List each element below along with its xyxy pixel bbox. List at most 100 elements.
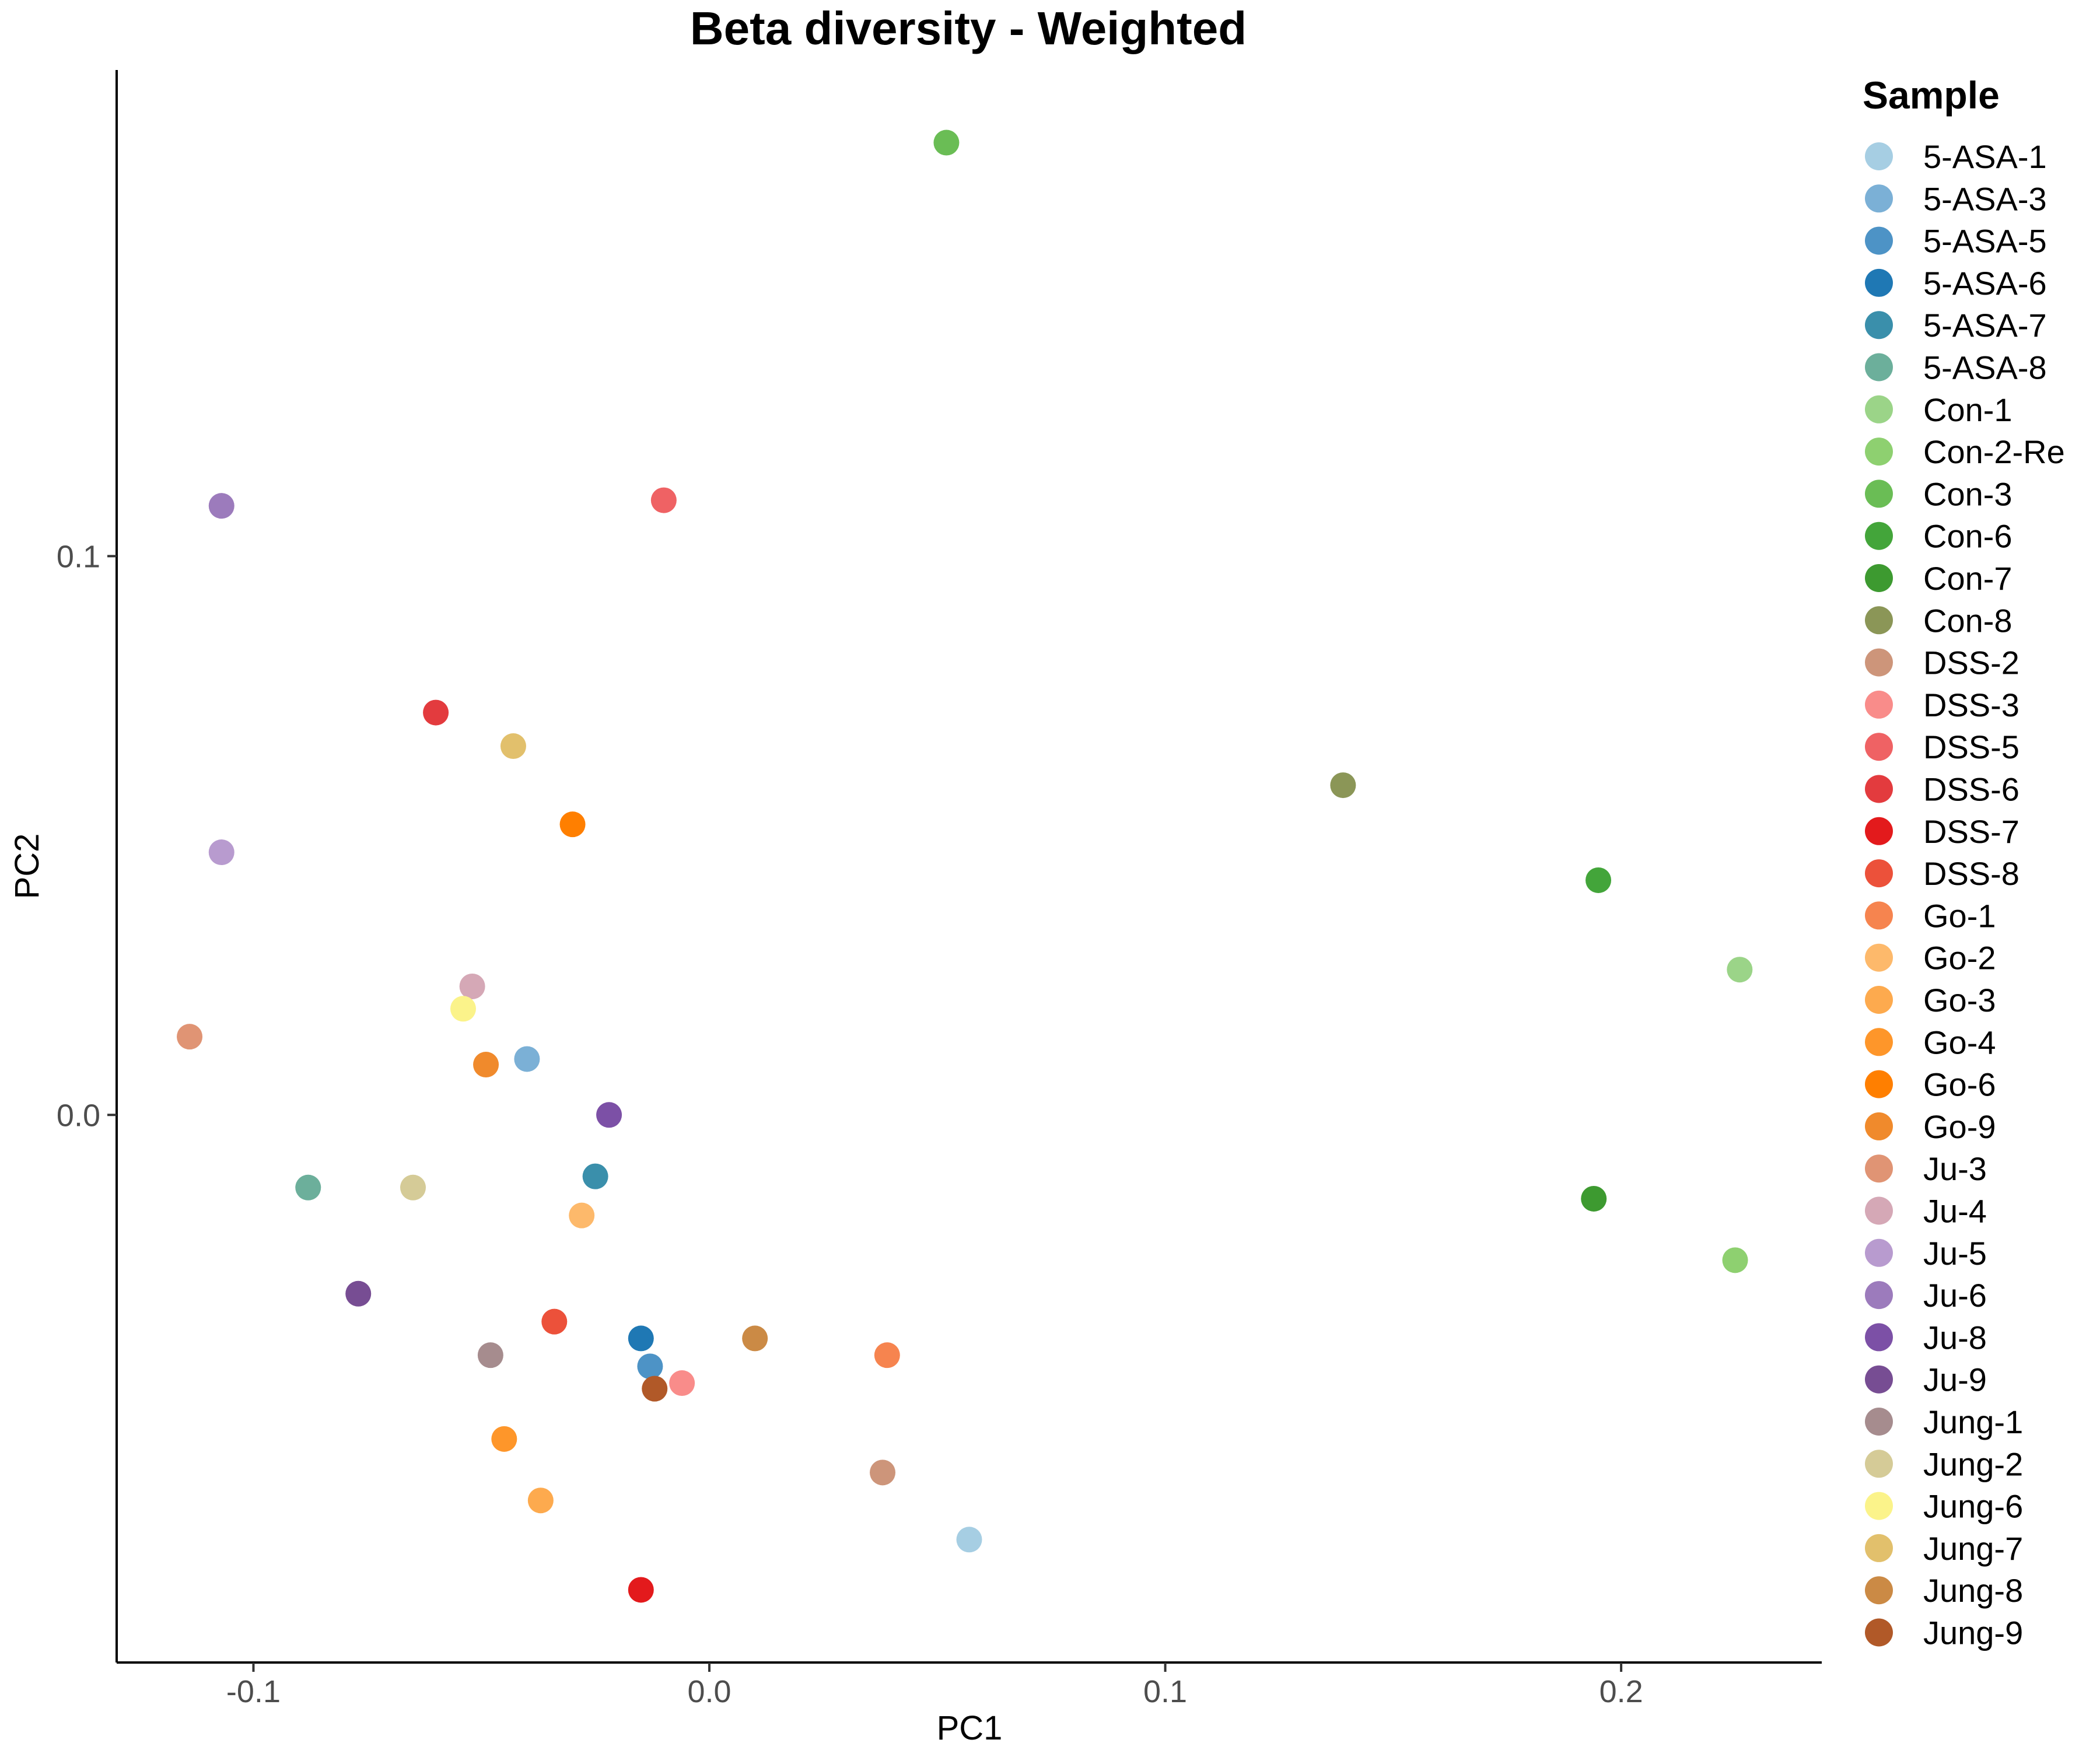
legend-item: DSS-6	[1865, 771, 2020, 808]
legend-item: Jung-8	[1865, 1572, 2023, 1609]
data-point-jung-9	[642, 1376, 668, 1402]
legend-key-go-3	[1865, 986, 1893, 1014]
data-point-con-7	[1581, 1185, 1607, 1212]
legend-label: Go-4	[1923, 1024, 1996, 1060]
legend-key-con-3	[1865, 480, 1893, 508]
legend-item: 5-ASA-6	[1865, 265, 2047, 302]
chart-title: Beta diversity - Weighted	[690, 2, 1247, 54]
legend-key-5-asa-7	[1865, 311, 1893, 340]
legend-label: Go-3	[1923, 982, 1996, 1019]
legend-key-ju-6	[1865, 1281, 1893, 1310]
x-tick-label-0: -0.1	[226, 1674, 281, 1709]
plot-panel: -0.1 0.0 0.1 0.2 0.0 0.1	[57, 70, 1822, 1709]
data-point-5-asa-8	[295, 1174, 321, 1200]
legend-item: Go-4	[1865, 1024, 1996, 1060]
legend-item: DSS-3	[1865, 687, 2020, 723]
legend-item: Con-6	[1865, 518, 2013, 555]
legend-key-con-2-re	[1865, 438, 1893, 466]
y-axis-ticks: 0.0 0.1	[57, 539, 117, 1133]
legend-label: Go-1	[1923, 897, 1996, 934]
legend-title: Sample	[1863, 74, 2000, 117]
legend-label: Ju-3	[1923, 1150, 1987, 1187]
legend-item: Ju-8	[1865, 1319, 1987, 1356]
y-tick-label-0: 0.0	[57, 1098, 100, 1133]
legend-label: 5-ASA-5	[1923, 223, 2047, 260]
legend-item: Jung-6	[1865, 1488, 2023, 1525]
legend-key-con-8	[1865, 606, 1893, 635]
legend-key-con-7	[1865, 564, 1893, 592]
legend-label: Ju-6	[1923, 1277, 1987, 1314]
legend-label: Go-9	[1923, 1108, 1996, 1145]
legend-key-jung-6	[1865, 1492, 1893, 1520]
legend-item: Go-3	[1865, 982, 1996, 1019]
data-point-ju-3	[177, 1024, 203, 1050]
legend-label: Jung-8	[1923, 1572, 2023, 1609]
legend-label: Con-8	[1923, 602, 2013, 639]
legend-item: Con-8	[1865, 602, 2013, 639]
legend-item: 5-ASA-3	[1865, 180, 2047, 217]
legend-key-5-asa-1	[1865, 142, 1893, 170]
legend-key-dss-6	[1865, 775, 1893, 803]
legend-label: Con-2-Re	[1923, 433, 2065, 470]
x-tick-label-3: 0.2	[1600, 1674, 1643, 1709]
legend-key-ju-4	[1865, 1196, 1893, 1225]
legend-key-jung-7	[1865, 1534, 1893, 1562]
legend-key-ju-8	[1865, 1323, 1893, 1352]
legend-label: Go-6	[1923, 1066, 1996, 1103]
legend-item: Jung-9	[1865, 1615, 2023, 1651]
legend-key-jung-2	[1865, 1450, 1893, 1478]
y-axis-title: PC2	[8, 834, 46, 900]
data-point-con-8	[1330, 772, 1356, 799]
legend-label: 5-ASA-7	[1923, 307, 2047, 344]
legend-key-go-6	[1865, 1070, 1893, 1098]
legend-key-ju-5	[1865, 1238, 1893, 1267]
data-point-go-1	[874, 1342, 900, 1368]
legend-item: DSS-8	[1865, 855, 2020, 892]
legend-item: Con-7	[1865, 560, 2013, 597]
x-tick-label-2: 0.1	[1143, 1674, 1187, 1709]
legend-label: Con-3	[1923, 475, 2013, 512]
legend-key-jung-1	[1865, 1408, 1893, 1436]
data-point-5-asa-5	[637, 1353, 663, 1380]
data-point-con-2-re	[1722, 1247, 1748, 1273]
data-point-jung-8	[742, 1325, 768, 1352]
legend-item: Ju-5	[1865, 1235, 1987, 1272]
legend-label: DSS-8	[1923, 855, 2020, 892]
data-point-jung-6	[450, 996, 476, 1022]
data-point-ju-9	[345, 1280, 372, 1307]
legend-key-5-asa-3	[1865, 184, 1893, 213]
data-point-go-3	[527, 1488, 554, 1514]
legend-label: DSS-6	[1923, 771, 2020, 808]
legend: Sample 5-ASA-1 5-ASA-3 5-ASA-5 5-ASA-6 5-ASA…	[1863, 74, 2065, 1651]
data-point-con-3	[933, 130, 960, 156]
data-point-dss-8	[541, 1308, 568, 1335]
legend-key-jung-9	[1865, 1618, 1893, 1647]
legend-item: DSS-7	[1865, 813, 2020, 850]
legend-key-con-6	[1865, 522, 1893, 550]
legend-item: Jung-7	[1865, 1530, 2023, 1567]
legend-label: DSS-3	[1923, 687, 2020, 723]
legend-item: Ju-3	[1865, 1150, 1987, 1187]
legend-key-ju-9	[1865, 1365, 1893, 1394]
data-points	[177, 130, 1753, 1603]
legend-item: Ju-9	[1865, 1362, 1987, 1398]
legend-item: 5-ASA-1	[1865, 138, 2047, 175]
legend-label: Jung-7	[1923, 1530, 2023, 1567]
data-point-jung-2	[400, 1174, 426, 1200]
legend-key-dss-2	[1865, 648, 1893, 677]
legend-label: Jung-6	[1923, 1488, 2023, 1525]
legend-label: Ju-8	[1923, 1319, 1987, 1356]
legend-key-go-2	[1865, 943, 1893, 972]
legend-label: Jung-9	[1923, 1615, 2023, 1651]
legend-item: Ju-4	[1865, 1193, 1987, 1230]
data-point-go-4	[491, 1426, 517, 1452]
legend-key-5-asa-6	[1865, 268, 1893, 297]
data-point-jung-7	[500, 733, 526, 760]
legend-items: 5-ASA-1 5-ASA-3 5-ASA-5 5-ASA-6 5-ASA-7 5-ASA…	[1865, 138, 2065, 1651]
legend-label: Jung-1	[1923, 1404, 2023, 1440]
legend-item: Go-1	[1865, 897, 1996, 934]
legend-label: 5-ASA-1	[1923, 138, 2047, 175]
x-axis-title: PC1	[937, 1709, 1003, 1747]
data-point-dss-3	[669, 1370, 695, 1396]
